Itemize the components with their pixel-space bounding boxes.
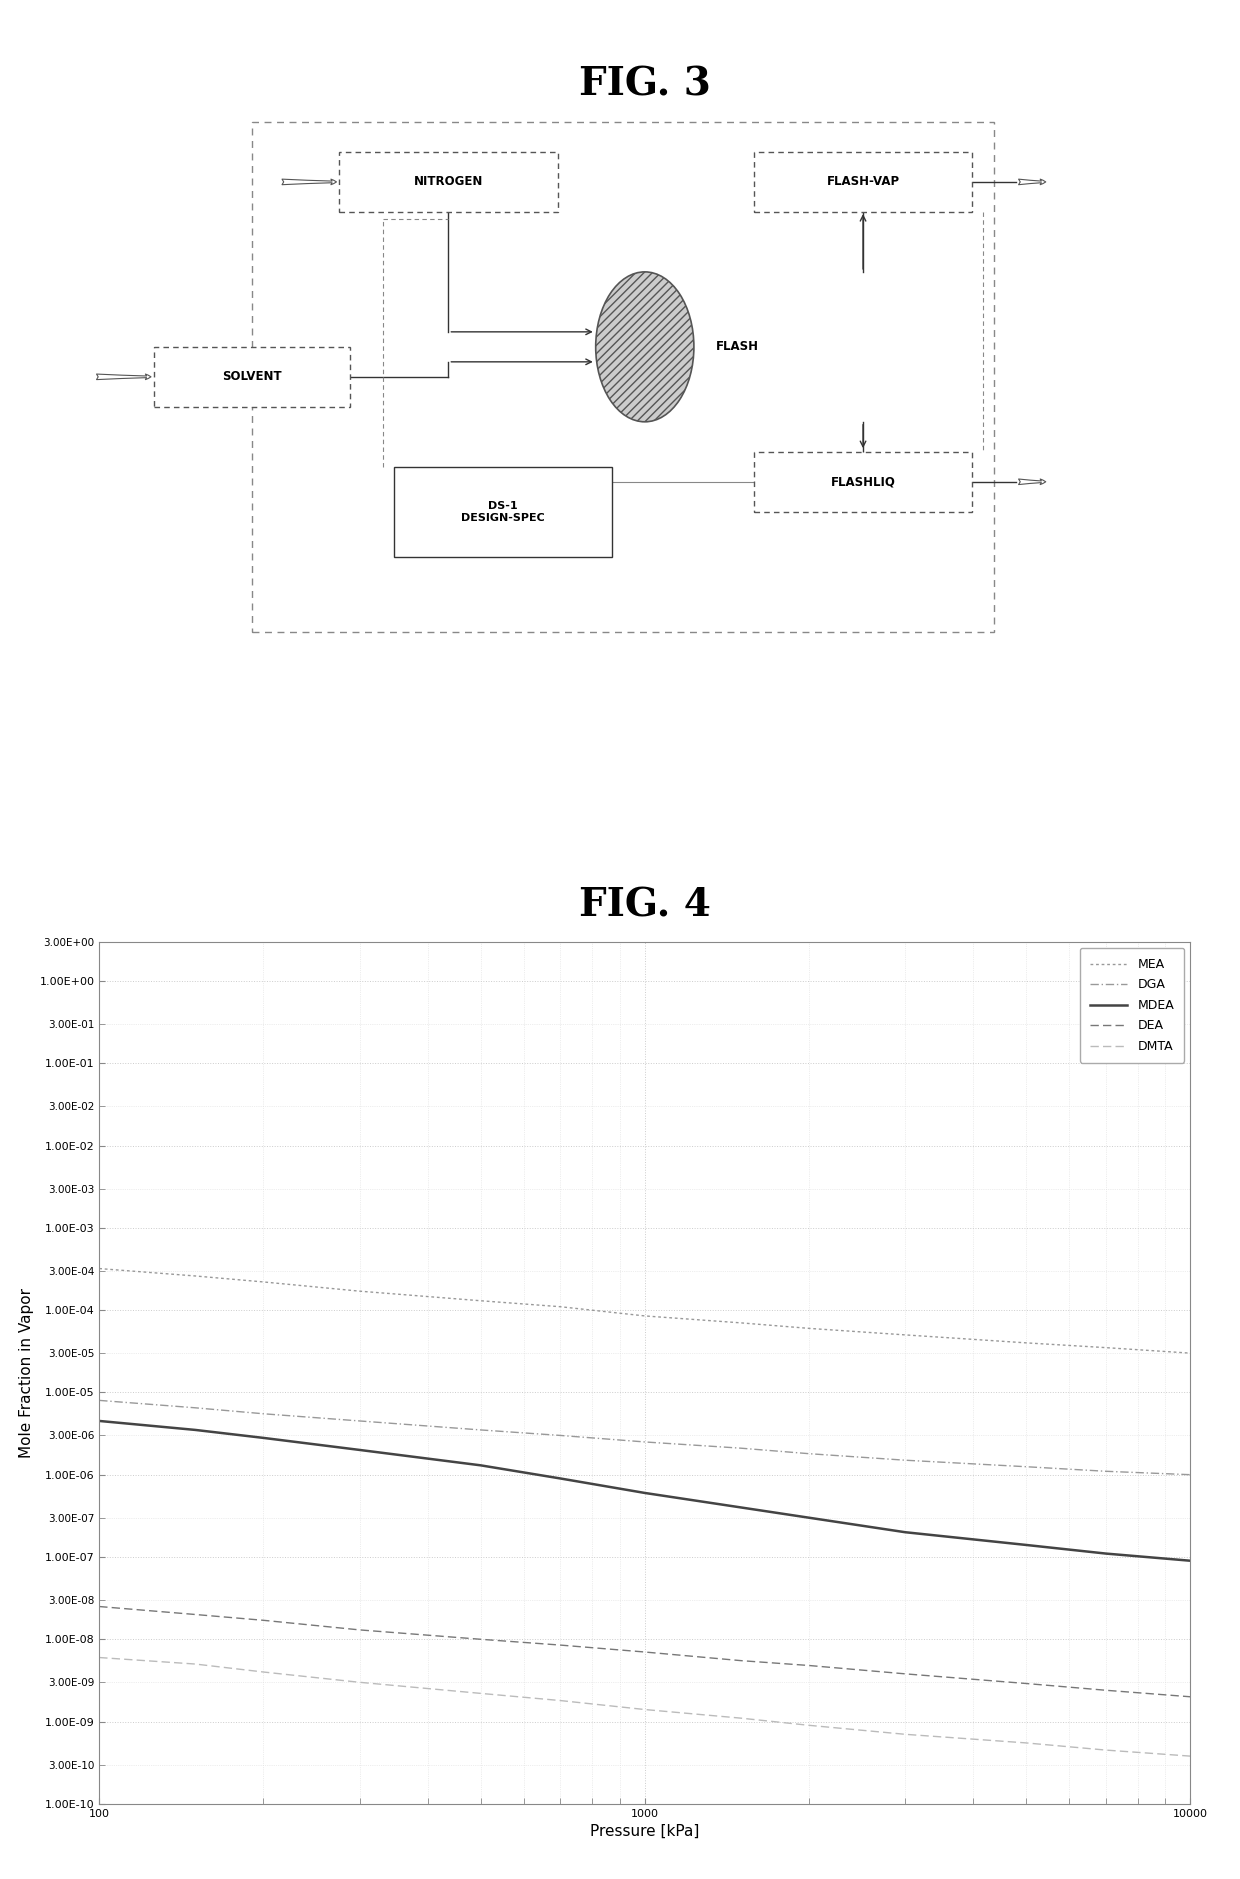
- Bar: [340, 152, 558, 212]
- DGA: [92, 1389, 107, 1411]
- MEA: [92, 1257, 107, 1280]
- DMTA: [553, 1689, 568, 1712]
- DGA: [1099, 1460, 1114, 1483]
- Line: DEA: DEA: [99, 1607, 1190, 1697]
- Bar: [394, 466, 613, 556]
- DMTA: [92, 1646, 107, 1669]
- MDEA: [255, 1426, 270, 1449]
- MDEA: [1183, 1550, 1198, 1573]
- DMTA: [1019, 1732, 1034, 1755]
- MDEA: [733, 1496, 748, 1518]
- MEA: [1183, 1342, 1198, 1364]
- MDEA: [474, 1454, 489, 1477]
- Text: FLASH: FLASH: [715, 340, 759, 353]
- Bar: [252, 122, 994, 631]
- DEA: [637, 1640, 652, 1663]
- MDEA: [1019, 1533, 1034, 1556]
- DMTA: [474, 1682, 489, 1704]
- DGA: [474, 1419, 489, 1441]
- DEA: [801, 1654, 816, 1676]
- MDEA: [898, 1520, 913, 1543]
- DGA: [187, 1396, 202, 1419]
- DGA: [801, 1443, 816, 1466]
- MEA: [801, 1317, 816, 1340]
- DMTA: [801, 1714, 816, 1736]
- DGA: [1019, 1456, 1034, 1479]
- MEA: [255, 1270, 270, 1293]
- Bar: [154, 348, 350, 408]
- DMTA: [898, 1723, 913, 1746]
- DEA: [1183, 1685, 1198, 1708]
- Legend: MEA, DGA, MDEA, DEA, DMTA: MEA, DGA, MDEA, DEA, DMTA: [1080, 949, 1184, 1064]
- MDEA: [637, 1483, 652, 1505]
- DMTA: [352, 1670, 367, 1693]
- MEA: [733, 1312, 748, 1334]
- DMTA: [255, 1661, 270, 1684]
- DGA: [255, 1402, 270, 1424]
- DEA: [1019, 1672, 1034, 1695]
- Line: DMTA: DMTA: [99, 1657, 1190, 1757]
- DGA: [352, 1409, 367, 1432]
- MDEA: [187, 1419, 202, 1441]
- MEA: [474, 1289, 489, 1312]
- Text: DS-1
DESIGN-SPEC: DS-1 DESIGN-SPEC: [461, 502, 544, 522]
- MDEA: [352, 1439, 367, 1462]
- MEA: [187, 1265, 202, 1287]
- DGA: [898, 1449, 913, 1471]
- DEA: [553, 1635, 568, 1657]
- DEA: [474, 1627, 489, 1650]
- Y-axis label: Mole Fraction in Vapor: Mole Fraction in Vapor: [19, 1287, 33, 1458]
- DEA: [187, 1603, 202, 1625]
- DEA: [255, 1608, 270, 1631]
- DMTA: [637, 1699, 652, 1721]
- Text: FLASH-VAP: FLASH-VAP: [827, 175, 899, 188]
- Line: MEA: MEA: [99, 1268, 1190, 1353]
- DEA: [1099, 1680, 1114, 1702]
- Text: NITROGEN: NITROGEN: [414, 175, 484, 188]
- DMTA: [187, 1654, 202, 1676]
- Ellipse shape: [595, 272, 694, 421]
- MEA: [898, 1323, 913, 1345]
- DGA: [733, 1437, 748, 1460]
- MEA: [352, 1280, 367, 1302]
- DEA: [898, 1663, 913, 1685]
- DEA: [352, 1618, 367, 1640]
- DGA: [637, 1430, 652, 1452]
- DGA: [1183, 1464, 1198, 1486]
- MEA: [637, 1304, 652, 1327]
- DEA: [733, 1650, 748, 1672]
- MDEA: [801, 1507, 816, 1530]
- Title: FIG. 4: FIG. 4: [579, 887, 711, 924]
- Line: MDEA: MDEA: [99, 1421, 1190, 1561]
- DGA: [553, 1424, 568, 1447]
- Text: FLASHLIQ: FLASHLIQ: [831, 475, 895, 489]
- DMTA: [1099, 1738, 1114, 1761]
- Bar: [754, 451, 972, 511]
- MEA: [1019, 1332, 1034, 1355]
- MDEA: [92, 1409, 107, 1432]
- MEA: [553, 1295, 568, 1317]
- Text: SOLVENT: SOLVENT: [222, 370, 281, 383]
- Line: DGA: DGA: [99, 1400, 1190, 1475]
- MDEA: [1099, 1543, 1114, 1565]
- Text: FIG. 3: FIG. 3: [579, 66, 711, 103]
- X-axis label: Pressure [kPa]: Pressure [kPa]: [590, 1825, 699, 1840]
- MEA: [1099, 1336, 1114, 1359]
- DMTA: [1183, 1746, 1198, 1768]
- DMTA: [733, 1706, 748, 1729]
- Bar: [754, 152, 972, 212]
- MDEA: [553, 1467, 568, 1490]
- DEA: [92, 1595, 107, 1618]
